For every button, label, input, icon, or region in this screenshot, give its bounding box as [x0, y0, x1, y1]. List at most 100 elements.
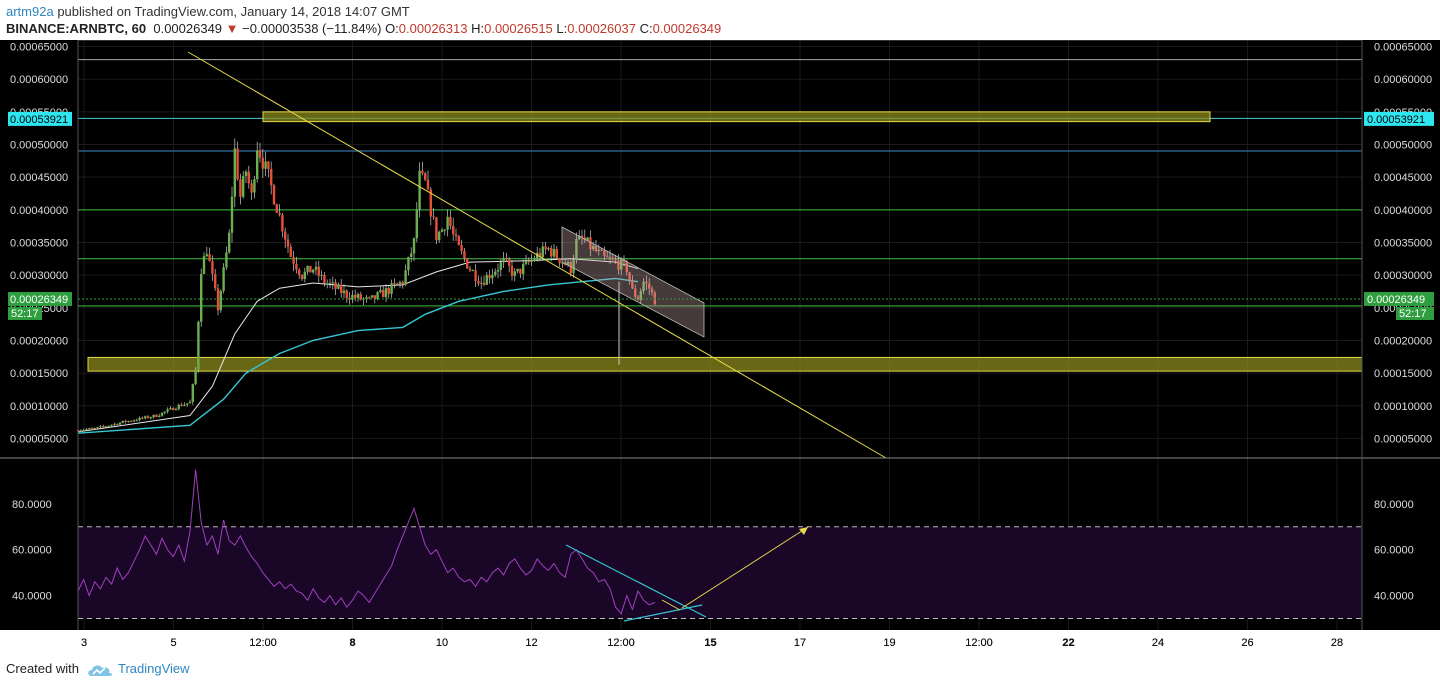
- symbol-info: BINANCE:ARNBTC, 60 0.00026349 ▼ −0.00003…: [6, 21, 721, 36]
- footer: Created with TradingView: [0, 658, 1440, 686]
- candle-body: [334, 282, 337, 289]
- candle-body: [625, 261, 628, 273]
- cyan-price-text-left: 0.00053921: [10, 114, 68, 126]
- candle-body: [144, 416, 147, 419]
- candle-body: [636, 296, 640, 300]
- candle-body: [138, 417, 141, 421]
- x-tick-label: 22: [1062, 637, 1074, 649]
- candle-body: [597, 249, 600, 251]
- candle-body: [611, 257, 614, 259]
- x-tick-label: 12: [525, 637, 537, 649]
- y-tick-label-left: 0.00050000: [10, 140, 68, 152]
- rsi-line: [77, 469, 655, 615]
- y-tick-label-left: 0.00010000: [10, 401, 68, 413]
- down-arrow-icon: ▼: [225, 21, 239, 36]
- candle-body: [270, 169, 273, 186]
- tradingview-brand-link[interactable]: TradingView: [118, 661, 190, 676]
- candle-body: [552, 249, 556, 257]
- candle-body: [230, 196, 234, 233]
- author-link[interactable]: artm92a: [6, 4, 54, 19]
- y-tick-label-left: 0.00035000: [10, 237, 68, 249]
- candle-body: [239, 179, 242, 197]
- candle-body: [410, 253, 413, 257]
- candle-body: [298, 269, 301, 275]
- rsi-tick-left: 40.0000: [12, 591, 52, 603]
- candle-body: [544, 246, 547, 250]
- candle-body: [331, 282, 334, 284]
- candle-body: [356, 294, 360, 298]
- candle-body: [460, 244, 463, 251]
- cyan-price-tag-left: [8, 111, 72, 126]
- symbol-label: BINANCE:ARNBTC, 60: [6, 21, 147, 36]
- candle-body: [558, 258, 561, 264]
- candle-body: [522, 263, 525, 274]
- candle-body: [345, 290, 348, 298]
- candle-body: [502, 258, 505, 263]
- candle-body: [614, 258, 617, 261]
- candle-body: [449, 216, 452, 226]
- candle-body: [499, 262, 502, 270]
- candle-body: [513, 271, 516, 276]
- candle-body: [261, 157, 264, 169]
- y-tick-label-right: 0.00065000: [1374, 42, 1432, 54]
- candle-body: [533, 259, 536, 261]
- candle-body: [454, 234, 458, 237]
- candle-body: [648, 283, 651, 289]
- x-tick-label: 10: [436, 637, 448, 649]
- last-price-tag-right: [1364, 291, 1434, 306]
- candle-body: [575, 238, 578, 260]
- tradingview-cloud-icon[interactable]: [86, 661, 114, 679]
- chart-header: artm92a published on TradingView.com, Ja…: [0, 0, 1440, 40]
- x-tick-label: 19: [883, 637, 895, 649]
- chart-area[interactable]: 3 5 12:00 8 10 12 12:00 15 17 19 12:00 22 24 26 28 3 5 1…: [0, 39, 1440, 658]
- candle-body: [289, 246, 292, 257]
- x-tick-label: 15: [704, 637, 716, 649]
- candle-body: [197, 321, 200, 370]
- cyan-price-tag-right: [1364, 111, 1434, 126]
- candle-body: [491, 274, 494, 279]
- candle-body: [326, 283, 329, 285]
- candle-body: [480, 282, 483, 284]
- last-price: 0.00026349: [153, 21, 223, 36]
- candle-body: [312, 269, 315, 273]
- candle-body: [519, 268, 522, 274]
- candle-body: [348, 297, 351, 300]
- candlesticks: [76, 138, 656, 432]
- candle-body: [376, 292, 379, 300]
- countdown-tag-right: [1396, 306, 1434, 320]
- candle-body: [191, 384, 194, 402]
- candle-body: [390, 283, 393, 294]
- candle-body: [468, 268, 472, 271]
- candle-body: [415, 209, 418, 239]
- rsi-tick-right: 60.0000: [1374, 545, 1414, 557]
- last-price-text-right: 0.00026349: [1367, 294, 1425, 306]
- candle-body: [102, 426, 105, 428]
- chart-canvas[interactable]: 3 5 12:00 8 10 12 12:00 15 17 19 12:00 22 24 26 28 3 5 1…: [0, 39, 1440, 658]
- candle-body: [135, 420, 138, 422]
- candle-body: [292, 256, 295, 264]
- candle-body: [412, 238, 416, 254]
- candle-body: [645, 281, 648, 284]
- trendlines: [187, 51, 887, 459]
- candle-body: [172, 407, 175, 411]
- y-tick-label-right: 0.00050000: [1374, 140, 1432, 152]
- candle-body: [205, 254, 208, 257]
- x-tick-label: 12: [525, 637, 537, 649]
- y-tick-label-right: 0.00035000: [1374, 237, 1432, 249]
- x-tick-label: 12:00: [965, 637, 993, 649]
- candle-body: [496, 269, 500, 272]
- candle-body: [244, 171, 248, 177]
- candle-body: [158, 415, 161, 417]
- x-tick-label: 12:00: [249, 637, 277, 649]
- close-label: C:: [639, 21, 653, 36]
- candle-body: [219, 290, 222, 311]
- candle-body: [631, 280, 634, 289]
- x-tick-label: 15: [704, 637, 716, 649]
- candle-body: [340, 284, 343, 294]
- candle-body: [572, 259, 575, 274]
- candle-body: [163, 411, 166, 413]
- candle-body: [561, 262, 564, 264]
- candle-body: [365, 297, 368, 299]
- candle-body: [463, 250, 466, 259]
- candle-body: [116, 423, 119, 425]
